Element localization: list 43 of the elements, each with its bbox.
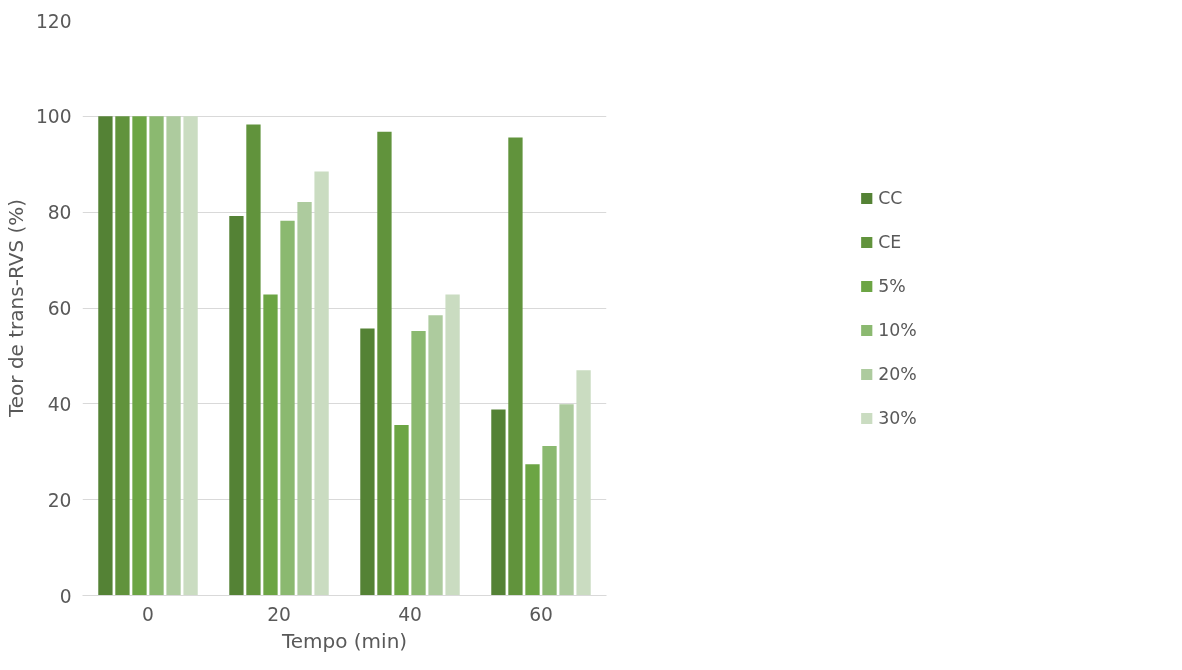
- bar: [280, 220, 295, 596]
- y-tick-label: 80: [47, 202, 72, 224]
- bar: [542, 446, 557, 596]
- bar: [428, 315, 443, 596]
- bar: [411, 331, 426, 596]
- y-tick-label: 60: [47, 298, 72, 319]
- bar: [360, 328, 375, 596]
- y-axis-title: Teor de trans-RVS (%): [3, 198, 28, 419]
- bar: [445, 294, 460, 596]
- bar: [132, 116, 147, 596]
- bar: [491, 409, 506, 596]
- y-tick-label: 120: [35, 10, 72, 32]
- legend-label: 5%: [878, 275, 906, 296]
- bar: [314, 171, 329, 596]
- y-tick-label: 100: [35, 106, 72, 128]
- bar: [508, 137, 523, 596]
- legend-label: 20%: [878, 363, 917, 384]
- legend-label: 10%: [878, 319, 917, 340]
- bar: [115, 116, 130, 596]
- bar: [377, 131, 392, 596]
- x-tick-label: 20: [267, 603, 291, 625]
- bar: [166, 116, 181, 596]
- bar: [394, 424, 409, 596]
- legend-label: CC: [878, 187, 903, 208]
- x-axis-title: Tempo (min): [280, 628, 408, 653]
- bar: [98, 116, 113, 596]
- y-tick-label: 40: [47, 393, 72, 415]
- bar: [149, 116, 164, 596]
- bar: [576, 370, 591, 596]
- x-tick-label: 0: [142, 603, 154, 625]
- legend-label: 30%: [878, 407, 917, 428]
- bar: [297, 202, 312, 596]
- bar: [263, 294, 278, 596]
- y-tick-label: 0: [59, 585, 72, 607]
- x-tick-label: 40: [398, 603, 422, 625]
- bar: [183, 116, 198, 596]
- bar: [246, 124, 261, 596]
- y-tick-label: 20: [47, 489, 72, 511]
- bar: [525, 464, 540, 596]
- legend-label: CE: [878, 231, 902, 252]
- bar: [559, 404, 574, 596]
- bar: [229, 216, 244, 596]
- x-tick-label: 60: [529, 603, 553, 625]
